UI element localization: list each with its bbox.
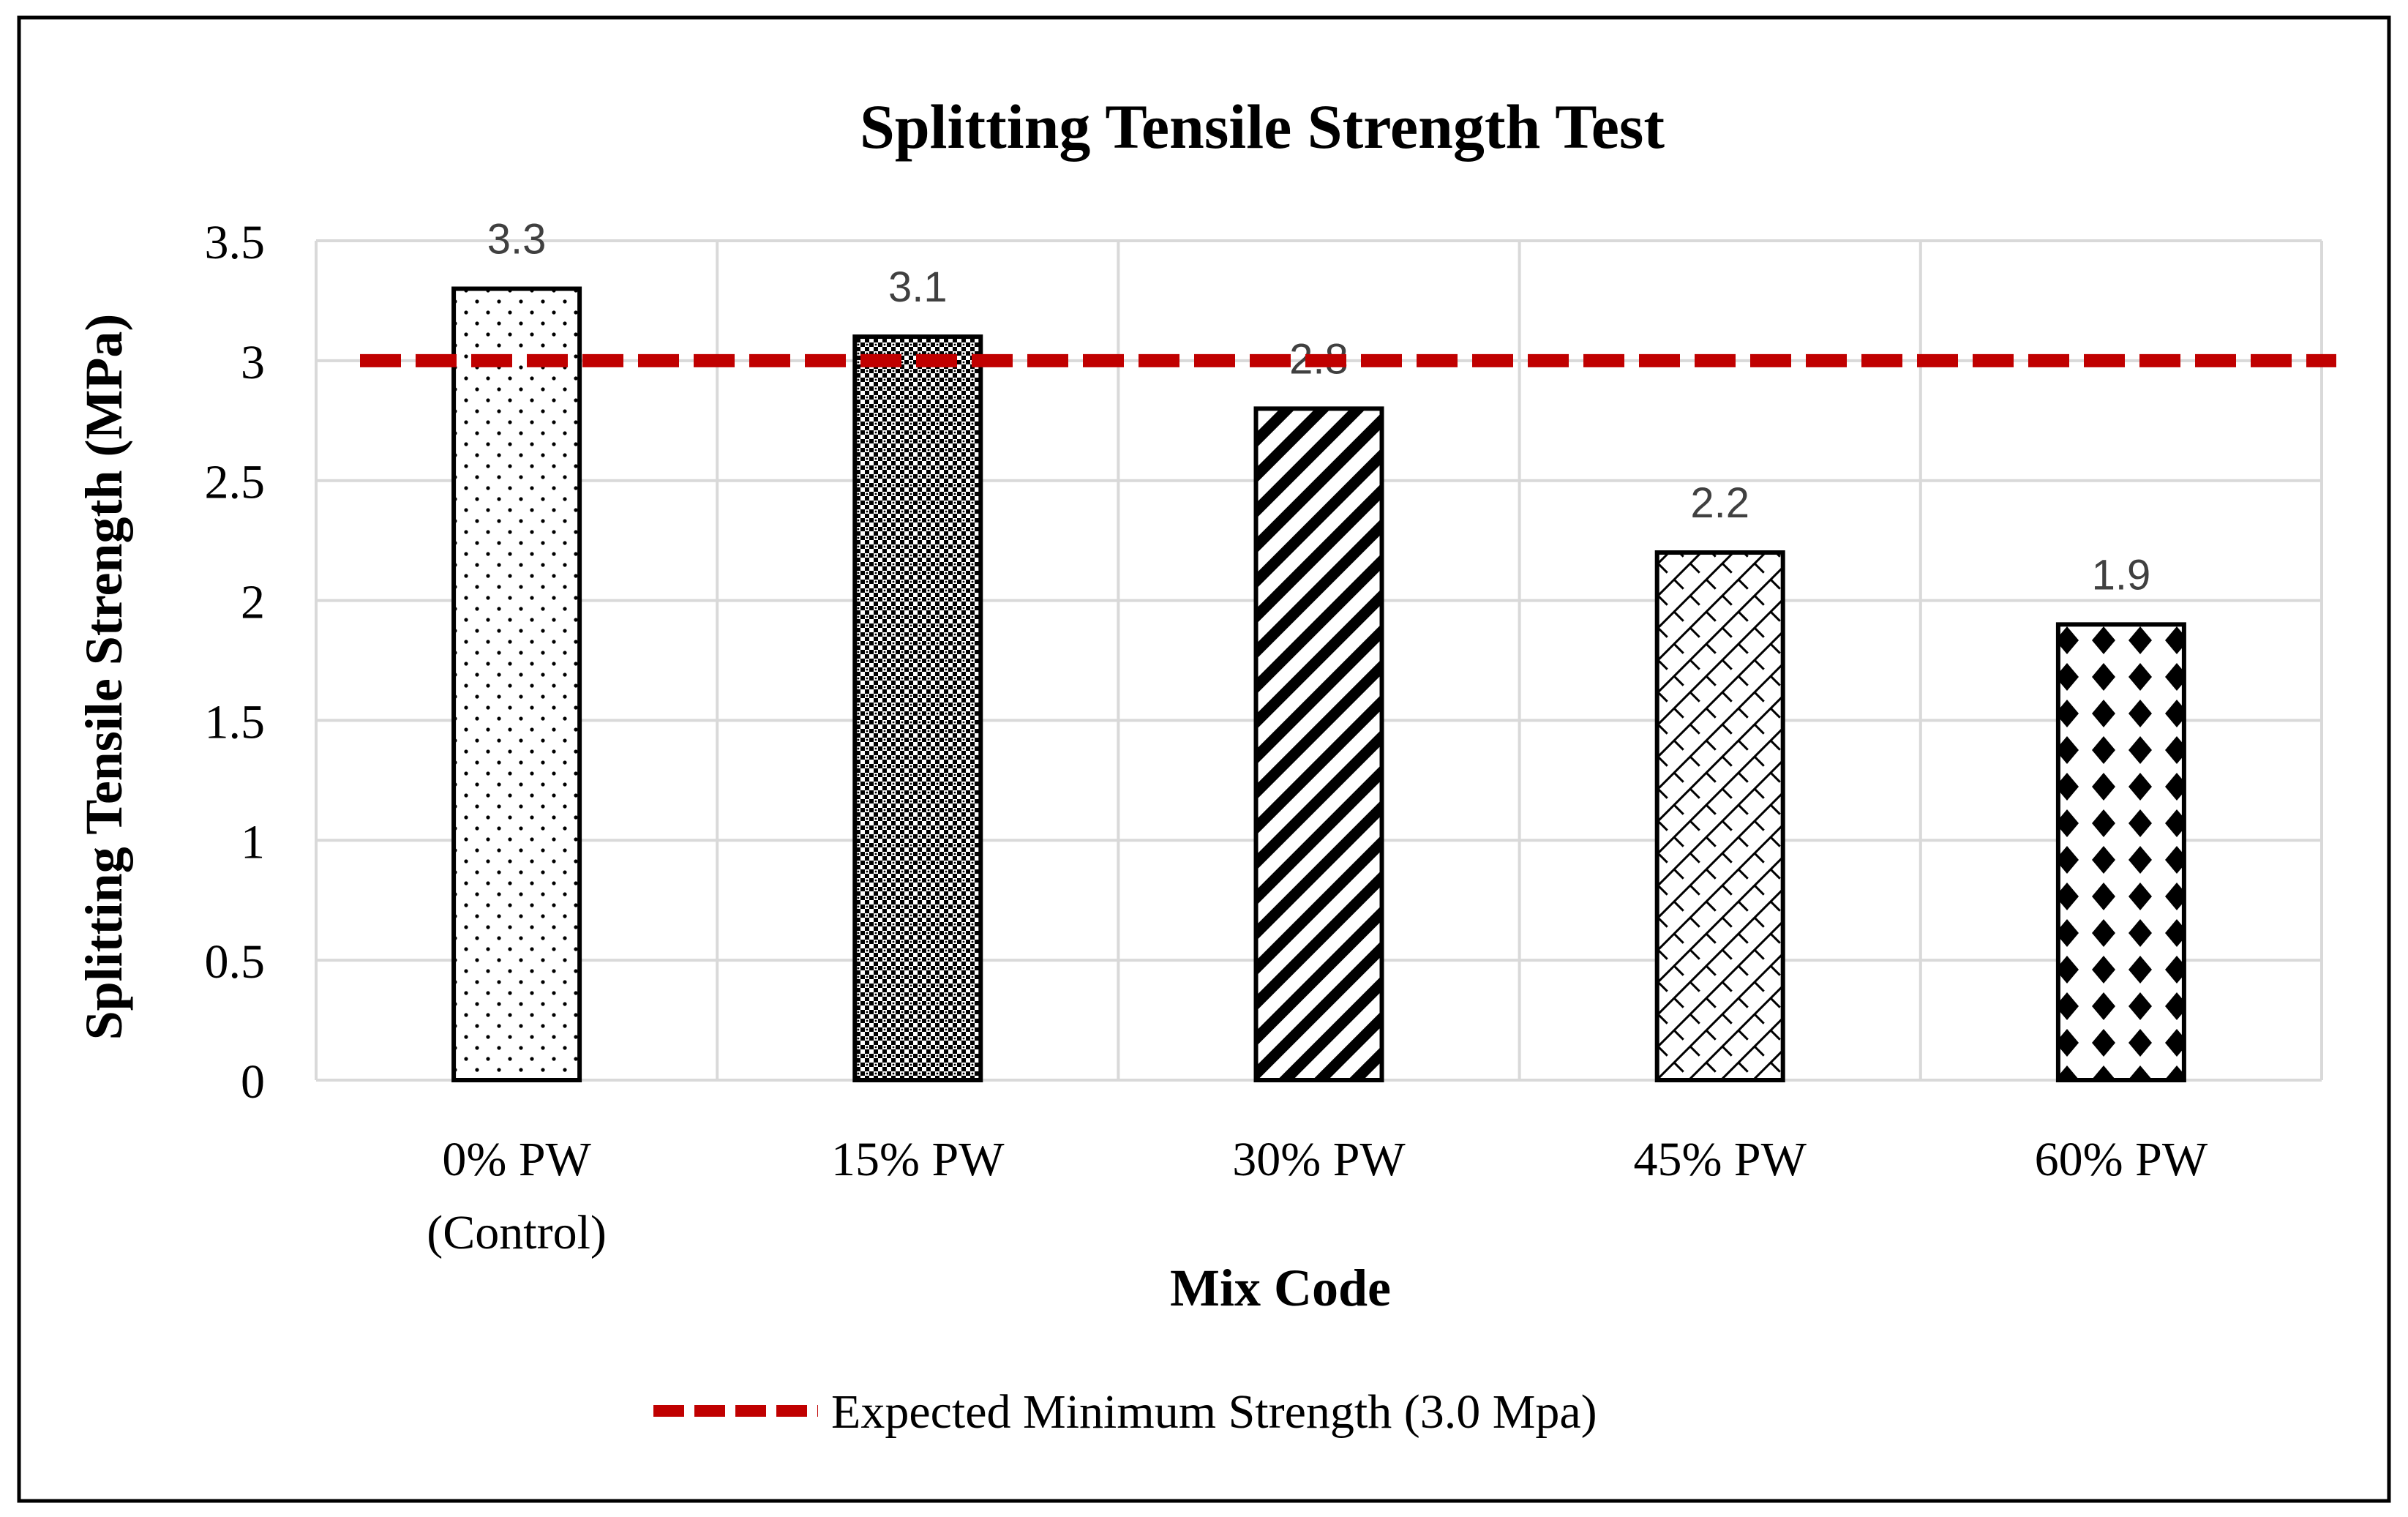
data-label: 3.3 [487,216,547,263]
bar-2 [852,334,983,1083]
x-tick-label: (Control) [427,1206,607,1259]
chart-title: Splitting Tensile Strength Test [860,91,1665,162]
y-tick-label: 2 [241,576,265,629]
x-tick-label: 30% PW [1232,1133,1406,1186]
y-tick-label: 1 [241,815,265,869]
data-label: 2.2 [1690,479,1749,527]
y-tick-label: 0.5 [205,935,266,989]
x-tick-label: 45% PW [1633,1133,1807,1186]
bars [451,286,2186,1083]
bar-5 [2055,622,2186,1082]
y-tick-label: 3.5 [205,216,266,269]
y-tick-label: 1.5 [205,695,266,749]
bar-3 [1253,406,1384,1082]
y-tick-label: 3 [241,336,265,389]
bar-4 [1654,550,1785,1082]
y-tick-label: 0 [241,1055,265,1109]
legend-label: Expected Minimum Strength (3.0 Mpa) [831,1385,1597,1439]
bar-1 [451,286,582,1082]
y-axis-label: Splitting Tensile Strength (MPa) [75,314,133,1041]
x-axis-label: Mix Code [1170,1259,1391,1317]
x-tick-labels: 0% PW (Control) 15% PW 30% PW 45% PW 60% PW [427,1133,2208,1259]
outer-frame [17,15,2391,1503]
data-label: 3.1 [888,263,948,311]
x-tick-label: 0% PW [442,1133,591,1186]
x-tick-label: 60% PW [2035,1133,2208,1186]
x-tick-label: 15% PW [831,1133,1005,1186]
legend: Expected Minimum Strength (3.0 Mpa) [653,1385,1597,1439]
y-tick-labels: 0 0.5 1 1.5 2 2.5 3 3.5 [205,216,266,1109]
y-tick-label: 2.5 [205,456,266,509]
data-label: 1.9 [2092,551,2151,599]
